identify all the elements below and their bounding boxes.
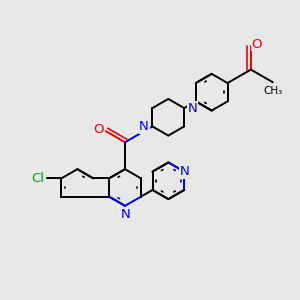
Text: O: O	[251, 38, 262, 51]
Text: N: N	[139, 120, 149, 133]
Text: N: N	[121, 208, 131, 221]
Text: CH₃: CH₃	[263, 85, 282, 96]
Text: O: O	[93, 123, 104, 136]
Text: N: N	[188, 102, 197, 115]
Text: Cl: Cl	[32, 172, 45, 185]
Text: N: N	[179, 165, 189, 178]
